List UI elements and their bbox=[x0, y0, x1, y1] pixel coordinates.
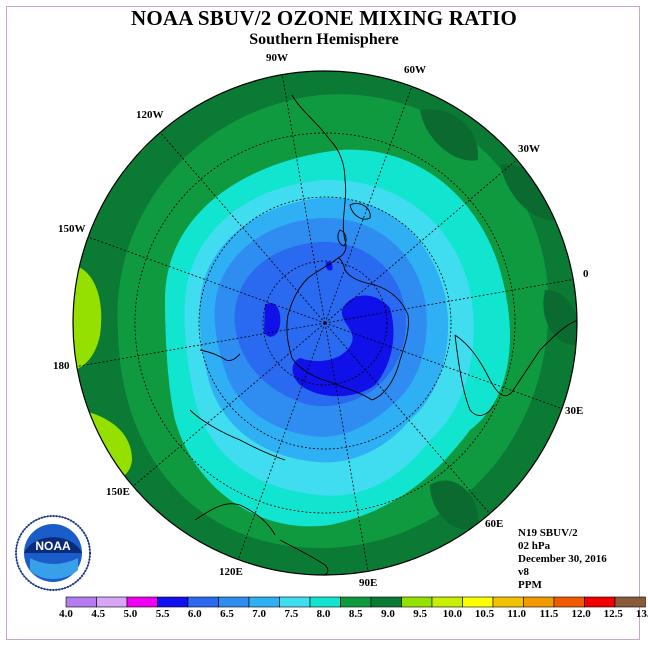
lon-label-150e: 150E bbox=[106, 486, 130, 498]
noaa-logo: NOAA bbox=[15, 515, 91, 591]
instrument-label: N19 SBUV/2 bbox=[518, 527, 578, 539]
contour-9-0-blob-ne bbox=[500, 164, 562, 221]
lon-label-90w: 90W bbox=[266, 52, 288, 64]
colorbar-swatch bbox=[65, 596, 97, 608]
contour-5-5-west bbox=[264, 302, 281, 337]
colorbar-tick-label: 12.5 bbox=[603, 608, 623, 620]
colorbar-swatch bbox=[370, 596, 402, 608]
colorbar-swatch bbox=[309, 596, 341, 608]
units-label: PPM bbox=[518, 579, 542, 591]
contour-9-0-blob-n bbox=[420, 109, 479, 161]
colorbar-tick-label: 13.0 bbox=[635, 608, 648, 620]
version-label: v8 bbox=[518, 566, 529, 578]
coastlines bbox=[189, 94, 577, 575]
colorbar-swatch bbox=[248, 596, 280, 608]
colorbar-swatch bbox=[553, 596, 585, 608]
colorbar-swatch bbox=[218, 596, 250, 608]
contour-9-0-blob-se bbox=[430, 480, 479, 530]
colorbar-swatch bbox=[187, 596, 219, 608]
colorbar-tick-label: 8.5 bbox=[348, 608, 363, 620]
lon-label-0: 0 bbox=[583, 268, 589, 280]
chart-title: NOAA SBUV/2 OZONE MIXING RATIO bbox=[131, 6, 517, 30]
colorbar-swatch bbox=[96, 596, 128, 608]
colorbar-swatch bbox=[523, 596, 555, 608]
lon-label-60e: 60E bbox=[485, 518, 504, 530]
lon-label-150w: 150W bbox=[58, 223, 86, 235]
lon-label-60w: 60W bbox=[404, 64, 426, 76]
colorbar-tick-label: 7.5 bbox=[284, 608, 299, 620]
pressure-level: 02 hPa bbox=[518, 540, 551, 552]
colorbar-swatch bbox=[340, 596, 372, 608]
colorbar-tick-label: 5.5 bbox=[155, 608, 170, 620]
graticule bbox=[73, 72, 577, 572]
lon-label-120e: 120E bbox=[219, 566, 243, 578]
map-border bbox=[72, 70, 578, 576]
contour-9-0-blob-e bbox=[543, 290, 577, 345]
contour-5-5-north bbox=[325, 261, 333, 271]
colorbar-swatch bbox=[462, 596, 494, 608]
colorbar-tick-label: 9.5 bbox=[413, 608, 427, 620]
chart-subtitle: Southern Hemisphere bbox=[249, 31, 399, 48]
colorbar-tick-label: 11.5 bbox=[539, 608, 559, 620]
colorbar-swatch bbox=[279, 596, 311, 608]
colorbar-tick-label: 4.0 bbox=[59, 608, 73, 620]
colorbar-swatch bbox=[157, 596, 189, 608]
colorbar-tick-label: 11.0 bbox=[507, 608, 527, 620]
lon-label-180: 180 bbox=[53, 360, 70, 372]
figure-frame bbox=[6, 6, 640, 640]
colorbar-tick-label: 6.0 bbox=[187, 608, 202, 620]
colorbar-tick-label: 10.0 bbox=[442, 608, 462, 620]
colorbar-tick-label: 5.0 bbox=[123, 608, 138, 620]
date-label: December 30, 2016 bbox=[518, 553, 607, 565]
contour-5-5-main bbox=[292, 295, 394, 397]
colorbar-swatch bbox=[584, 596, 616, 608]
colorbar bbox=[65, 596, 646, 608]
lon-label-30e: 30E bbox=[565, 405, 584, 417]
lon-label-90e: 90E bbox=[359, 577, 378, 589]
colorbar-swatch bbox=[431, 596, 463, 608]
colorbar-swatch bbox=[492, 596, 524, 608]
contour-9-5-west bbox=[73, 265, 102, 370]
colorbar-tick-label: 7.0 bbox=[252, 608, 267, 620]
colorbar-tick-label: 10.5 bbox=[474, 608, 495, 620]
colorbar-swatch bbox=[401, 596, 433, 608]
logo-text: NOAA bbox=[35, 539, 71, 553]
lon-label-30w: 30W bbox=[518, 143, 540, 155]
colorbar-swatch bbox=[126, 596, 158, 608]
colorbar-tick-label: 8.0 bbox=[316, 608, 331, 620]
colorbar-tick-label: 12.0 bbox=[571, 608, 591, 620]
colorbar-tick-label: 9.0 bbox=[381, 608, 395, 620]
lon-label-120w: 120W bbox=[136, 109, 164, 121]
colorbar-tick-label: 6.5 bbox=[220, 608, 234, 620]
colorbar-swatch bbox=[614, 596, 646, 608]
ozone-field bbox=[73, 71, 577, 575]
info-block: N19 SBUV/2 02 hPa December 30, 2016 v8 P… bbox=[518, 527, 607, 592]
colorbar-tick-label: 4.5 bbox=[91, 608, 106, 620]
